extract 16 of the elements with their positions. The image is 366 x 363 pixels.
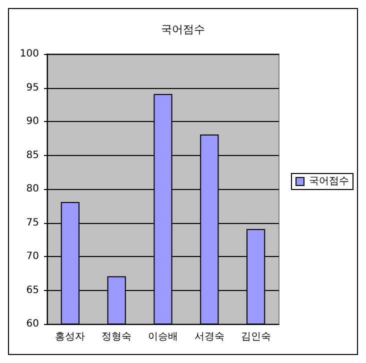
legend-label: 국어점수 [309,176,349,187]
y-tick-label: 70 [26,251,39,262]
y-tick-label: 80 [26,184,39,194]
y-tick-label: 95 [26,82,39,94]
x-tick-label: 김인숙 [240,332,271,342]
y-tick-label: 90 [26,116,39,127]
y-tick-label: 60 [26,318,39,330]
x-tick-label: 정형숙 [102,332,132,342]
x-tick-label: 홍성자 [55,332,86,342]
x-tick-label: 서경숙 [194,332,224,342]
y-tick-label: 65 [26,284,39,296]
chart-title: 국어점수 [161,23,205,36]
y-tick-label: 100 [20,48,39,60]
y-tick-label: 85 [26,150,39,161]
y-tick-label: 75 [26,217,39,228]
x-tick-label: 이승배 [148,332,178,342]
